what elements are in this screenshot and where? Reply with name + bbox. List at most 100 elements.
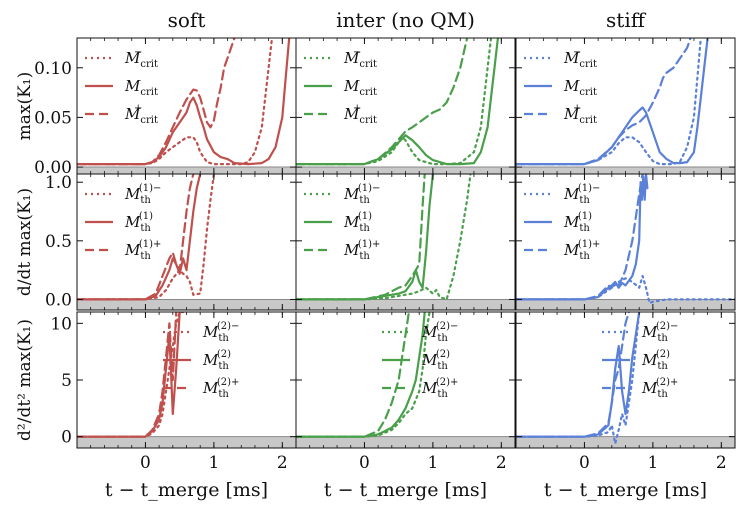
legend-label: Mth(1) (563, 211, 592, 234)
series-line-minus (77, 174, 215, 301)
panel-frame (515, 311, 736, 449)
legend: Mcrit− Mcrit Mcrit+ (304, 47, 377, 126)
y-axis-label-row3: d²/dt² max(K₁) (15, 319, 35, 441)
column-titles: soft inter (no QM) stiff (168, 8, 647, 32)
series-line-minus (77, 38, 274, 166)
legend-label: Mth(1) (343, 211, 372, 234)
series-line-minus (516, 274, 735, 305)
legend: Mcrit− Mcrit Mcrit+ (85, 47, 158, 126)
legend-label: Mth(2)+ (421, 377, 458, 400)
y-tick-label: 0.05 (34, 108, 72, 128)
series-line-minus (296, 312, 431, 438)
x-axis-label-soft: t − t_merge [ms] (105, 479, 268, 501)
x-axis-label-stiff: t − t_merge [ms] (544, 479, 707, 501)
series-line-nominal (516, 312, 641, 438)
panel-stiff-row1: Mcrit− Mcrit Mcrit+ (515, 37, 736, 175)
legend-label: Mth(2)− (641, 321, 678, 344)
legend-label: Mth(1)+ (343, 239, 380, 262)
series-line-minus (516, 312, 641, 445)
x-tick-label: 0 (579, 453, 590, 473)
x-tick-label: 0 (359, 453, 370, 473)
series-line-minus (77, 312, 185, 438)
y-tick-label: 0.5 (45, 232, 72, 252)
negative-region-shade (516, 167, 735, 174)
x-tick-label: 0 (140, 453, 151, 473)
column-title-inter: inter (no QM) (336, 8, 475, 32)
legend-label: Mth(2) (202, 349, 231, 372)
series-line-nominal (516, 38, 709, 166)
negative-region-shade (516, 299, 735, 310)
y-tick-label: 10 (50, 314, 72, 334)
legend-label: Mcrit (343, 77, 377, 98)
panel-stiff-row3: 0 1 2 Mth(2)− Mth(2) Mth(2)+ (515, 311, 736, 473)
row-y-labels: max(K₁) d/dt max(K₁) d²/dt² max(K₁) (15, 72, 35, 441)
legend-label: Mth(2)− (202, 321, 239, 344)
series-line-nominal (296, 312, 426, 438)
legend-label: Mcrit (124, 77, 158, 98)
legend: Mth(1)− Mth(1) Mth(1)+ (524, 183, 600, 262)
series-line-plus (516, 174, 644, 301)
panel-grid: 0.000.050.10Mcrit−McritMcrit+Mcrit−Mcrit… (34, 37, 736, 473)
legend-label: Mcrit+ (343, 103, 377, 126)
series-line-nominal (296, 38, 499, 166)
panel-soft-row3: 0 5 10 0 1 2 Mth(2)− Mth(2) Mth(2)+ (50, 311, 297, 473)
negative-region-shade (296, 167, 515, 174)
legend-label: Mth(1)− (124, 183, 161, 206)
series-line-minus (296, 174, 472, 301)
negative-region-shade (296, 299, 515, 310)
x-tick-label: 2 (716, 453, 727, 473)
panel-inter-row2: Mth(1)− Mth(1) Mth(1)+ (295, 173, 516, 311)
series-line-plus (77, 312, 178, 438)
series-line-plus (296, 38, 469, 166)
legend-label: Mth(1)+ (563, 239, 600, 262)
panel-inter-row3: 0 1 2 Mth(2)− Mth(2) Mth(2)+ (295, 311, 516, 473)
x-tick-label: 1 (427, 453, 438, 473)
series-line-plus (77, 174, 195, 301)
series-line-minus (296, 38, 493, 166)
x-tick-label: 2 (496, 453, 507, 473)
x-axis-label-inter: t − t_merge [ms] (324, 479, 487, 501)
panel-inter-row1: Mcrit− Mcrit Mcrit+ (295, 37, 516, 175)
negative-region-shade (516, 436, 735, 448)
series-line-minus (516, 38, 702, 166)
legend-label: Mth(2)+ (641, 377, 678, 400)
negative-region-shade (77, 167, 296, 174)
column-title-stiff: stiff (606, 8, 647, 32)
panel-stiff-row2: Mth(1)− Mth(1) Mth(1)+ (515, 173, 736, 311)
y-tick-label: 1.0 (45, 173, 72, 193)
series-line-plus (516, 38, 692, 166)
x-tick-label: 1 (647, 453, 658, 473)
legend-label: Mth(1) (124, 211, 153, 234)
legend-label: Mth(2)+ (202, 377, 239, 400)
panel-soft-row1: 0.00 0.05 0.10 Mcrit− Mcrit Mcrit+ (34, 37, 297, 178)
series-line-nominal (77, 38, 291, 166)
negative-region-shade (77, 299, 296, 310)
legend: Mth(2)− Mth(2) Mth(2)+ (163, 321, 239, 400)
y-tick-label: 0.00 (34, 158, 72, 178)
legend: Mth(2)− Mth(2) Mth(2)+ (382, 321, 458, 400)
legend: Mcrit− Mcrit Mcrit+ (524, 47, 597, 126)
y-tick-label: 0.0 (45, 290, 72, 310)
legend: Mth(2)− Mth(2) Mth(2)+ (602, 321, 678, 400)
legend-label: Mcrit+ (124, 103, 158, 126)
panel-frame (76, 311, 297, 449)
panel-soft-row2: 0.0 0.5 1.0 Mth(1)− Mth(1) Mth(1)+ (45, 173, 297, 311)
legend-label: Mth(1)+ (124, 239, 161, 262)
y-tick-label: 5 (61, 371, 72, 391)
series-line-plus (516, 312, 631, 438)
negative-region-shade (77, 436, 296, 448)
y-tick-label: 0.10 (34, 59, 72, 79)
series-line-plus (296, 312, 410, 438)
legend-label: Mcrit− (124, 47, 158, 70)
legend-label: Mcrit (563, 77, 597, 98)
legend-label: Mcrit+ (563, 103, 597, 126)
legend-label: Mth(2) (641, 349, 670, 372)
negative-region-shade (296, 436, 515, 448)
legend-label: Mth(1)− (343, 183, 380, 206)
y-axis-label-row1: max(K₁) (15, 72, 35, 141)
y-axis-label-row2: d/dt max(K₁) (15, 188, 35, 296)
series-line-plus (296, 174, 426, 301)
x-tick-label: 1 (208, 453, 219, 473)
column-title-soft: soft (168, 8, 206, 32)
